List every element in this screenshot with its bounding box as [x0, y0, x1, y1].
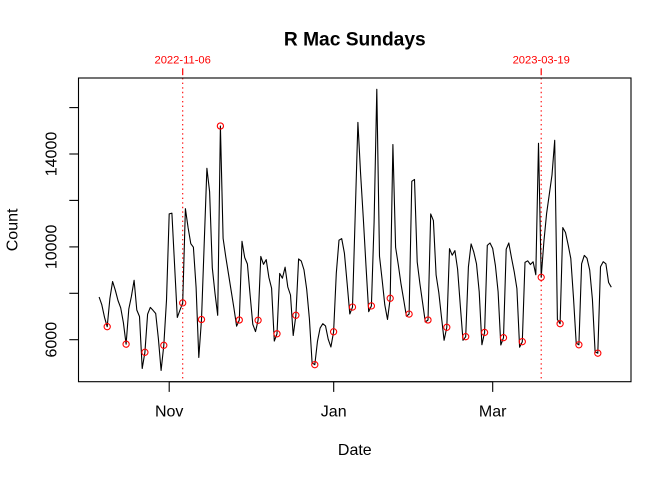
- svg-text:Count: Count: [5, 208, 22, 251]
- svg-text:6000: 6000: [44, 322, 61, 358]
- svg-text:Date: Date: [338, 442, 372, 459]
- svg-text:Jan: Jan: [321, 403, 347, 420]
- svg-text:2023-03-19: 2023-03-19: [513, 55, 570, 67]
- svg-text:2022-11-06: 2022-11-06: [154, 55, 210, 67]
- svg-text:Nov: Nov: [155, 403, 183, 420]
- svg-text:14000: 14000: [44, 132, 61, 177]
- svg-text:Mar: Mar: [479, 403, 507, 420]
- svg-text:R Mac Sundays: R Mac Sundays: [284, 29, 426, 50]
- svg-text:10000: 10000: [44, 225, 61, 270]
